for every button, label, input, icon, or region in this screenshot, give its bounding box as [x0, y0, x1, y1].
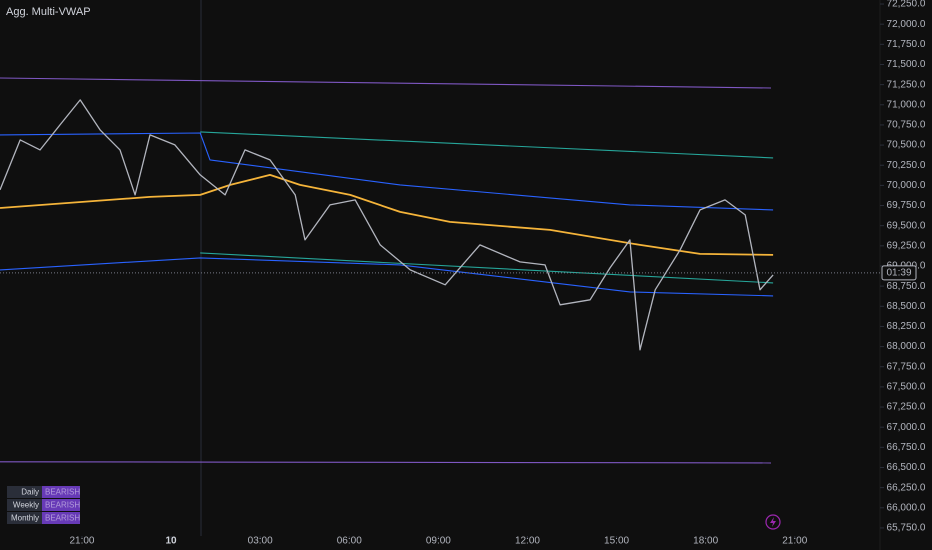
- y-tick-label: 71,250.0: [887, 79, 926, 90]
- y-tick-label: 65,750.0: [887, 523, 926, 534]
- y-tick-label: 69,500.0: [887, 220, 926, 231]
- x-tick-label: 09:00: [426, 536, 451, 547]
- y-tick-label: 69,250.0: [887, 240, 926, 251]
- status-value-cell: [42, 499, 80, 511]
- status-value: BEARISH: [45, 514, 80, 523]
- x-tick-label: 15:00: [604, 536, 629, 547]
- y-tick-label: 66,500.0: [887, 462, 926, 473]
- x-tick-label: 12:00: [515, 536, 540, 547]
- series-line: [200, 252, 774, 284]
- y-tick-label: 72,000.0: [887, 19, 926, 30]
- status-value: BEARISH: [45, 501, 80, 510]
- y-tick-label: 68,250.0: [887, 321, 926, 332]
- x-tick-label: 18:00: [693, 536, 718, 547]
- y-tick-label: 67,250.0: [887, 402, 926, 413]
- y-tick-label: 70,500.0: [887, 140, 926, 151]
- status-label: Monthly: [11, 514, 39, 523]
- y-tick-label: 70,750.0: [887, 120, 926, 131]
- x-tick-label: 06:00: [337, 536, 362, 547]
- series-line: [0, 461, 772, 464]
- countdown-box: [881, 265, 917, 281]
- y-tick-label: 68,000.0: [887, 341, 926, 352]
- status-label-cell: [7, 486, 42, 498]
- y-tick-label: 67,500.0: [887, 382, 926, 393]
- alert-icon: [765, 514, 781, 530]
- y-tick-label: 67,750.0: [887, 361, 926, 372]
- y-tick-label: 70,000.0: [887, 180, 926, 191]
- series-line: [200, 131, 774, 159]
- y-tick-label: 72,250.0: [887, 0, 926, 10]
- series-line: [0, 77, 772, 89]
- y-tick-label: 66,250.0: [887, 482, 926, 493]
- status-value-cell: [42, 512, 80, 524]
- status-value: BEARISH: [45, 488, 80, 497]
- series-line: [0, 174, 774, 256]
- y-tick-label: 69,750.0: [887, 200, 926, 211]
- series-line: [0, 132, 774, 211]
- y-tick-label: 71,000.0: [887, 99, 926, 110]
- y-tick-label: 70,250.0: [887, 160, 926, 171]
- x-tick-label: 03:00: [248, 536, 273, 547]
- x-tick-label: 21:00: [69, 536, 94, 547]
- y-tick-label: 68,500.0: [887, 301, 926, 312]
- y-tick-label: 66,000.0: [887, 502, 926, 513]
- y-tick-label: 67,000.0: [887, 422, 926, 433]
- status-label-cell: [7, 512, 42, 524]
- alert-bolt: [770, 517, 776, 527]
- status-value-cell: [42, 486, 80, 498]
- chart-title: Agg. Multi-VWAP: [6, 6, 91, 18]
- x-tick-label: 10: [166, 536, 178, 547]
- y-tick-label: 68,750.0: [887, 281, 926, 292]
- y-tick-label: 66,750.0: [887, 442, 926, 453]
- status-label: Weekly: [13, 501, 39, 510]
- countdown-label: 01:39: [886, 267, 911, 278]
- series-line: [0, 257, 774, 297]
- status-label-cell: [7, 499, 42, 511]
- x-tick-label: 21:00: [782, 536, 807, 547]
- series-line: [0, 99, 774, 351]
- y-tick-label: 71,750.0: [887, 39, 926, 50]
- y-tick-label: 71,500.0: [887, 59, 926, 70]
- status-table: Daily BEARISH Weekly BEARISH Monthly BEARISH: [7, 486, 80, 524]
- status-label: Daily: [21, 488, 39, 497]
